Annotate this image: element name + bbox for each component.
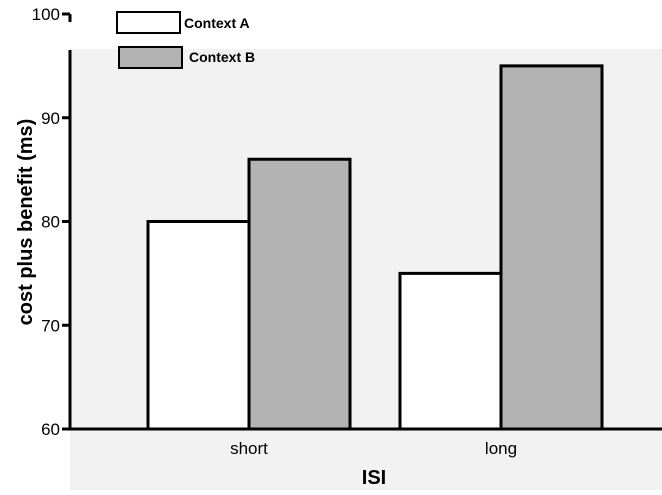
y-tick-label: 90 (41, 109, 60, 128)
legend: Context A Context B (116, 11, 255, 69)
x-tick-label: short (230, 439, 268, 458)
legend-swatch-context-b (118, 46, 183, 69)
y-tick-label: 70 (41, 316, 60, 335)
legend-label: Context A (184, 15, 250, 31)
y-tick-label: 80 (41, 213, 60, 232)
bar-context-a-short (146, 220, 251, 431)
legend-label: Context B (189, 49, 255, 65)
y-tick-label: 100 (32, 5, 60, 24)
x-tick-label: long (485, 439, 517, 458)
y-axis-label: cost plus benefit (ms) (15, 119, 37, 326)
bar-context-b-long (499, 64, 604, 431)
y-tick-label: 60 (41, 420, 60, 439)
x-axis-label: ISI (362, 467, 386, 489)
bar-context-a-long (398, 271, 503, 431)
bar-context-b-short (247, 157, 352, 431)
axes-group: 60 70 80 90 100 short long (32, 5, 662, 458)
legend-swatch-context-a (116, 11, 181, 34)
bars-group (146, 64, 604, 431)
